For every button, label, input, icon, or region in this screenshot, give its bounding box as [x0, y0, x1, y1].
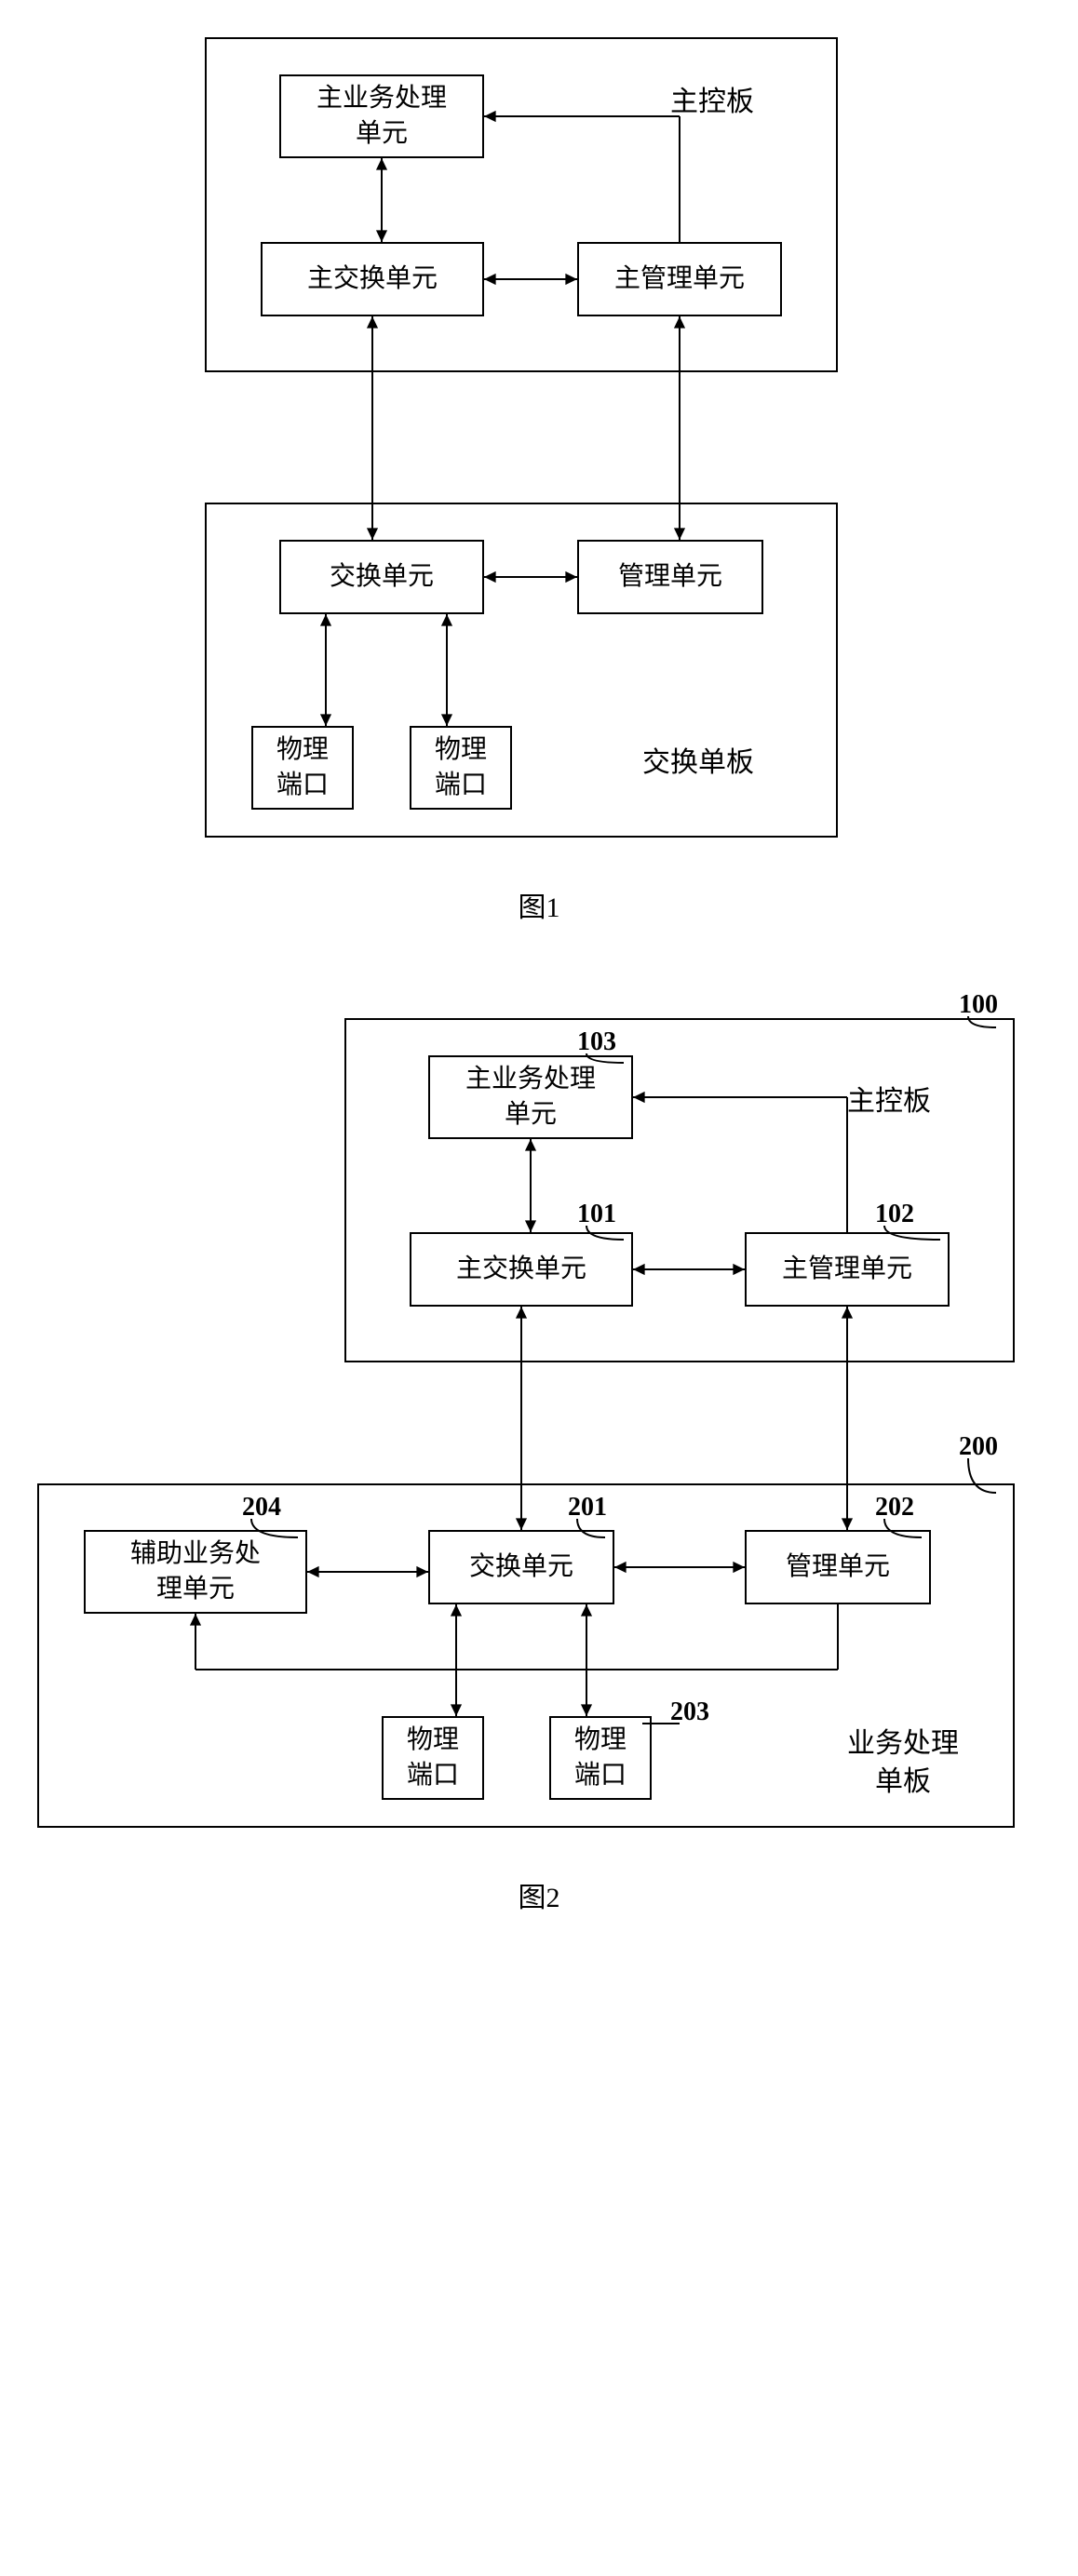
block-label: 交换单元	[330, 559, 434, 595]
figure-1: 主控板交换单板 主业务处理 单元主交换单元 主管理单元交换单元 管理单元物理 端口 物理…	[205, 37, 875, 856]
reference-number: 204	[242, 1493, 281, 1523]
block-c5: 交换单元	[428, 1530, 614, 1604]
reference-number: 101	[577, 1200, 616, 1229]
block-c7: 物理 端口	[382, 1716, 484, 1800]
block-b5: 管理单元	[577, 540, 763, 614]
block-label: 交换单元	[469, 1550, 573, 1585]
block-c4: 辅助业务处 理单元	[84, 1530, 307, 1614]
figure-2-caption: 图2	[37, 1874, 1041, 1915]
block-label: 主交换单元	[307, 262, 438, 297]
reference-number: 103	[577, 1027, 616, 1057]
reference-number: 203	[670, 1697, 709, 1727]
block-label: 辅助业务处 理单元	[130, 1536, 261, 1607]
block-label: 管理单元	[786, 1550, 890, 1585]
block-b2: 主交换单元	[261, 242, 484, 316]
panel-label: 主控板	[847, 1083, 931, 1121]
figure-1-caption: 图1	[37, 884, 1041, 925]
block-label: 物理 端口	[435, 732, 487, 803]
reference-number: 200	[959, 1432, 998, 1462]
panel-label: 主控板	[670, 84, 754, 122]
reference-number: 201	[568, 1493, 607, 1523]
block-b7: 物理 端口	[410, 726, 512, 810]
block-label: 管理单元	[618, 559, 722, 595]
block-c8: 物理 端口	[549, 1716, 652, 1800]
block-label: 主交换单元	[456, 1252, 586, 1287]
panel-label: 交换单板	[642, 745, 754, 783]
reference-number: 102	[875, 1200, 914, 1229]
block-label: 主业务处理 单元	[317, 81, 447, 152]
figure-2: 主控板业务处理 单板 主业务处理 单元主交换单元 主管理单元辅助业务处 理单元 交换单…	[37, 990, 1041, 1846]
reference-number: 202	[875, 1493, 914, 1523]
block-c2: 主交换单元	[410, 1232, 633, 1307]
block-c1: 主业务处理 单元	[428, 1055, 633, 1139]
block-b6: 物理 端口	[251, 726, 354, 810]
block-b3: 主管理单元	[577, 242, 782, 316]
reference-number: 100	[959, 990, 998, 1020]
block-label: 物理 端口	[407, 1723, 459, 1793]
block-c6: 管理单元	[745, 1530, 931, 1604]
block-label: 物理 端口	[276, 732, 329, 803]
block-label: 主管理单元	[782, 1252, 912, 1287]
block-b4: 交换单元	[279, 540, 484, 614]
block-c3: 主管理单元	[745, 1232, 950, 1307]
panel-label: 业务处理 单板	[847, 1725, 959, 1801]
block-label: 主业务处理 单元	[465, 1062, 596, 1133]
block-label: 主管理单元	[614, 262, 745, 297]
block-label: 物理 端口	[574, 1723, 627, 1793]
block-b1: 主业务处理 单元	[279, 74, 484, 158]
